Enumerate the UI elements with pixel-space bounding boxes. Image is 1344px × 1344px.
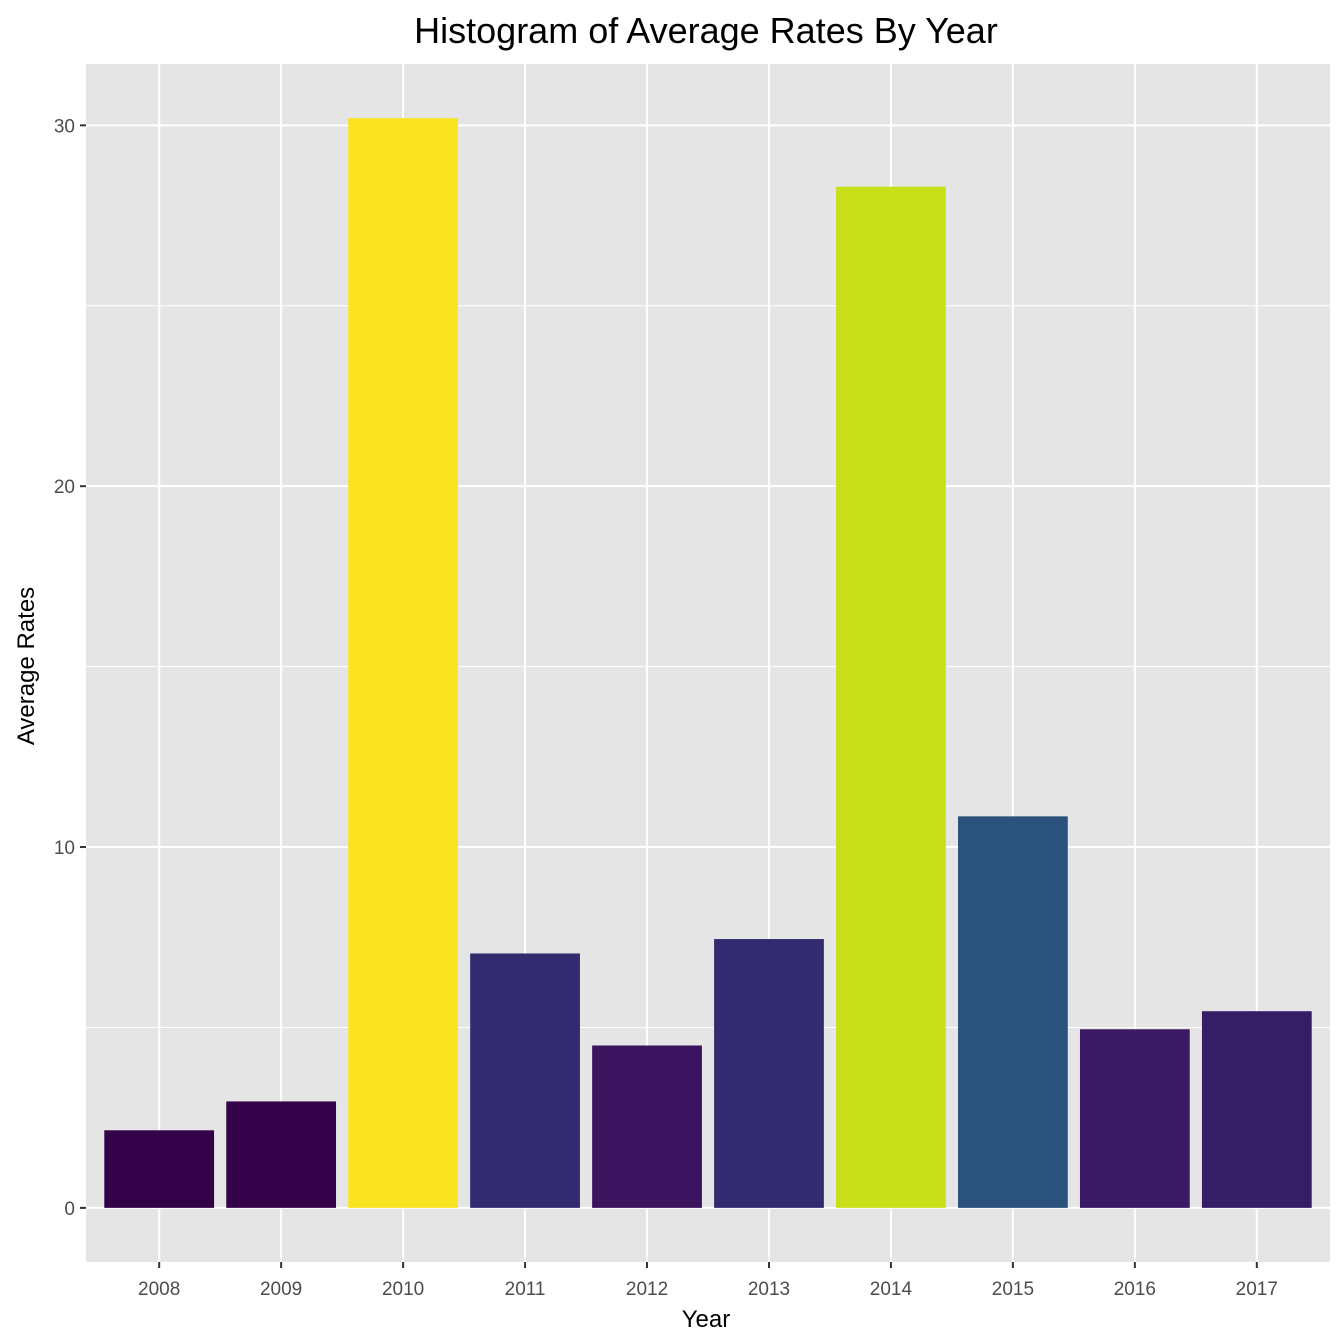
bar-2012 [592, 1045, 702, 1208]
x-tick-label: 2009 [260, 1279, 302, 1300]
x-axis: 2008 2009 2010 2011 2012 2013 2014 2015 2016 2017 [138, 1262, 1278, 1300]
y-axis-title: Average Rates [13, 587, 40, 745]
y-tick-label: 20 [54, 477, 75, 498]
bar-2015 [958, 816, 1068, 1208]
x-tick-label: 2010 [382, 1279, 424, 1300]
y-axis: 0 10 20 30 [54, 116, 86, 1220]
x-tick-label: 2011 [505, 1279, 546, 1300]
bar-2013 [714, 939, 824, 1208]
bars [104, 118, 1312, 1208]
x-tick-label: 2012 [626, 1279, 668, 1300]
x-tick-label: 2017 [1236, 1279, 1278, 1300]
chart-title: Histogram of Average Rates By Year [414, 10, 998, 51]
bar-2008 [104, 1130, 215, 1208]
x-tick-label: 2008 [138, 1279, 180, 1300]
bar-2011 [470, 953, 580, 1208]
bar-2017 [1201, 1011, 1312, 1208]
x-tick-label: 2015 [992, 1279, 1034, 1300]
y-tick-label: 30 [54, 116, 75, 137]
bar-2009 [226, 1101, 337, 1208]
minor-gridlines [86, 305, 1330, 1028]
bar-2016 [1079, 1029, 1190, 1208]
bar-2010 [348, 118, 458, 1208]
x-tick-label: 2014 [870, 1279, 913, 1300]
y-tick-label: 0 [64, 1199, 75, 1220]
x-axis-title: Year [682, 1306, 731, 1333]
y-tick-label: 10 [54, 838, 75, 859]
bar-2014 [836, 186, 946, 1208]
x-tick-label: 2013 [748, 1279, 790, 1300]
x-tick-label: 2016 [1114, 1279, 1156, 1300]
